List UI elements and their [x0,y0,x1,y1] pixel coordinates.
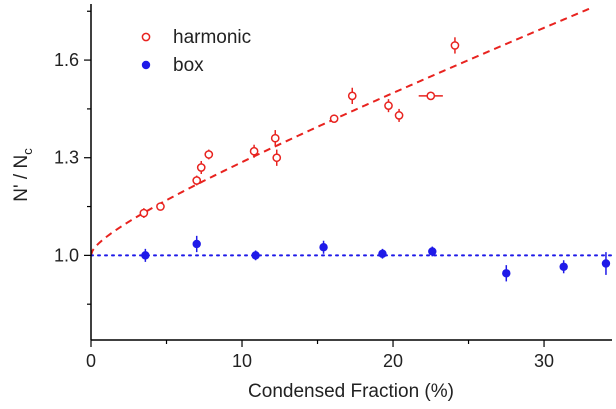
legend-label-harmonic: harmonic [173,27,251,48]
legend: harmonic box [141,27,251,76]
box-point [319,243,328,252]
harmonic-point [329,114,339,124]
box-point [378,249,387,258]
harmonic-point [156,202,165,211]
legend-marker-box [141,60,151,70]
x-tick-label: 0 [86,351,96,371]
box-point [251,251,260,260]
harmonic-point [394,111,404,120]
y-axis-title-main: N' / N [11,155,32,202]
legend-label-box: box [173,55,204,76]
box-point [601,259,611,268]
x-tick-label: 30 [534,351,554,371]
harmonic-point [347,91,357,101]
harmonic-point [196,163,206,172]
legend-marker-harmonic [141,32,151,42]
harmonic-point [139,208,149,218]
harmonic-point [272,153,282,163]
x-tick-label: 10 [232,351,252,371]
box-point [192,239,201,249]
plot-area [91,8,612,282]
x-axis-title: Condensed Fraction (%) [248,381,454,402]
x-tick-label: 20 [383,351,403,371]
harmonic-fit [91,8,594,256]
axis-titles: Condensed Fraction (%) N' / Nc [11,148,454,402]
box-point [559,262,568,271]
harmonic-point [384,101,393,110]
box-point [141,251,150,260]
harmonic-point [249,146,259,156]
harmonic-point [450,41,460,50]
harmonic-point [204,150,214,159]
series-harmonic [139,37,460,218]
y-tick-label: 1.0 [54,245,79,265]
harmonic-point [426,91,436,101]
box-point [502,269,511,278]
y-tick-label: 1.3 [54,148,79,168]
harmonic-point [270,133,280,143]
axes: 0 10 20 30 1.0 1.3 1.6 [54,4,612,371]
y-tick-label: 1.6 [54,50,79,70]
y-axis-title: N' / Nc [11,148,35,202]
series-box [141,235,611,282]
y-axis-title-subscript: c [20,148,35,155]
box-point [428,247,437,256]
harmonic-point [192,176,202,185]
